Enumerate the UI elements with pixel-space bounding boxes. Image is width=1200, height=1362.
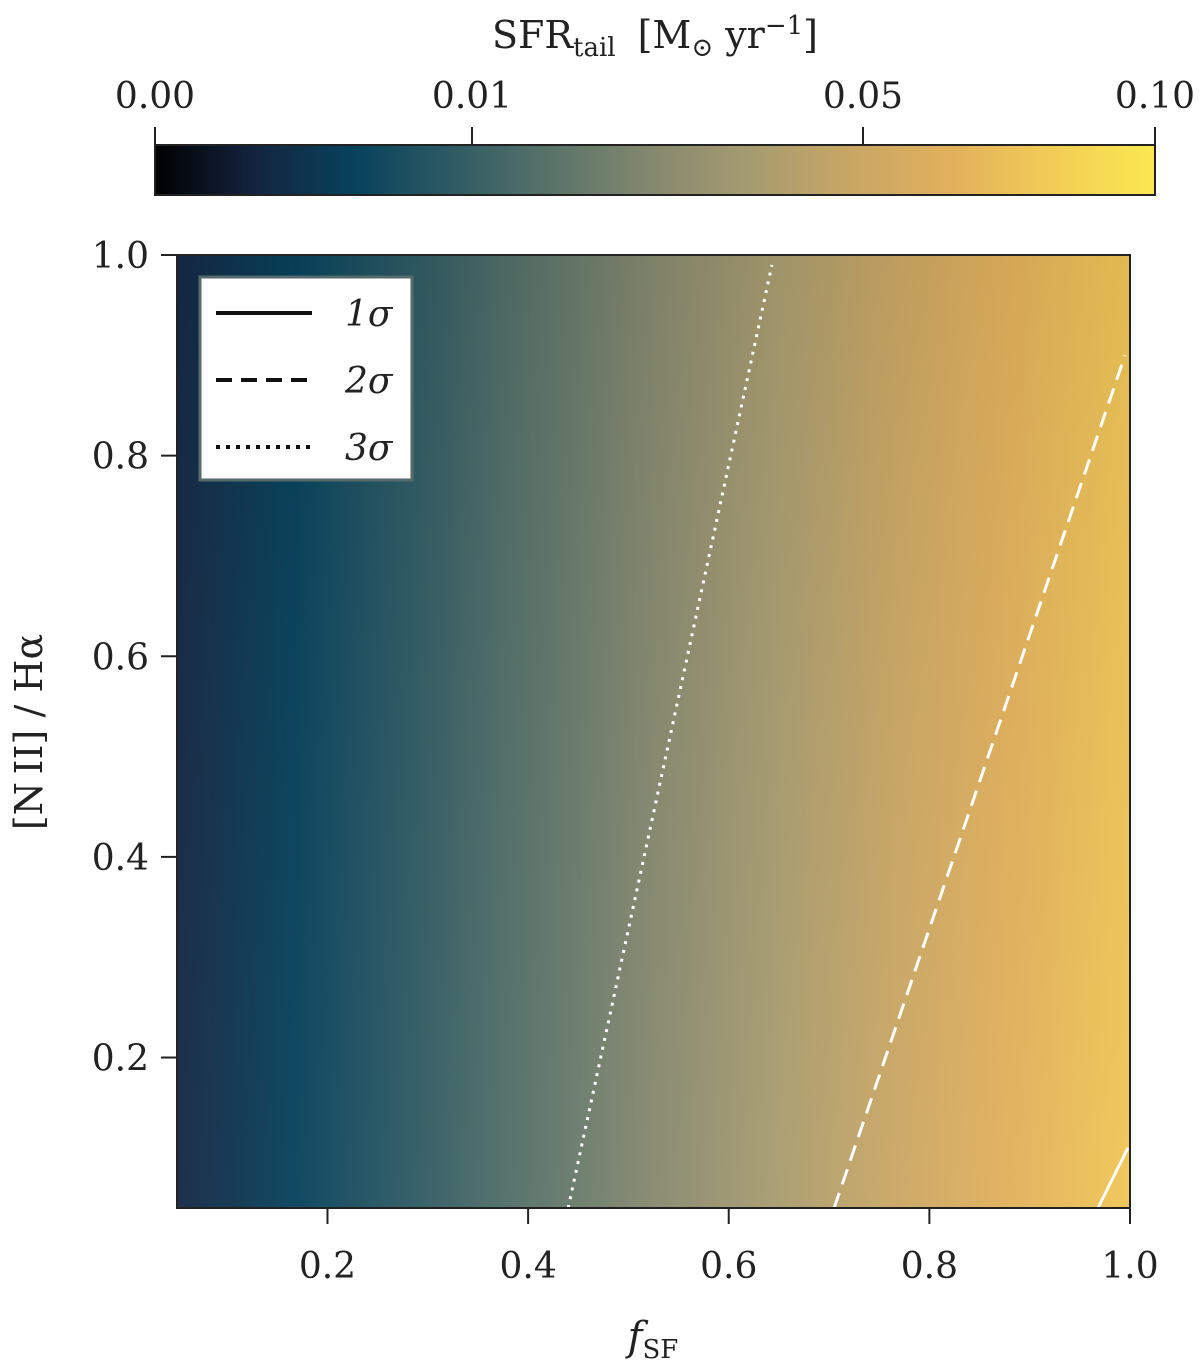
x-tick-label: 0.4 (499, 1246, 556, 1287)
legend-label: 3σ (345, 428, 394, 469)
colorbar-tick-label: 0.01 (432, 76, 512, 117)
colorbar-label-unit-open: [M (638, 13, 692, 57)
colorbar-label: SFRtail [M⊙ yr−1] (492, 11, 818, 63)
colorbar-ticks: 0.00 0.01 0.05 0.10 (115, 76, 1195, 145)
x-axis-label: fSF (625, 1314, 679, 1362)
colorbar-label-unit-sym: ⊙ (691, 33, 713, 63)
contour-lines (566, 264, 1130, 1209)
legend-label: 2σ (344, 361, 394, 402)
y-tick-label: 0.2 (92, 1039, 149, 1080)
colorbar-label-unit-close: ] (803, 13, 818, 57)
colorbar-tick-label: 0.00 (115, 76, 195, 117)
colorbar-tick-label: 0.05 (823, 76, 903, 117)
legend: 1σ 2σ 3σ (198, 275, 414, 482)
colorbar-label-unit-exp: −1 (765, 11, 803, 41)
colorbar-label-unit-yr: yr (713, 13, 766, 57)
x-tick-label: 1.0 (1101, 1246, 1158, 1287)
y-tick-label: 1.0 (92, 236, 149, 277)
y-tick-label: 0.8 (92, 437, 149, 478)
y-axis-label: [N II] / Hα (7, 634, 51, 830)
x-tick-label: 0.6 (700, 1246, 757, 1287)
x-tick-label: 0.2 (299, 1246, 356, 1287)
colorbar-tick-label: 0.10 (1115, 76, 1195, 117)
colorbar-gradient (154, 144, 1156, 196)
colorbar-label-sub: tail (573, 33, 616, 63)
colorbar: SFRtail [M⊙ yr−1] 0.00 0.01 0.05 0.10 (115, 11, 1195, 196)
y-tick-label: 0.6 (92, 637, 149, 678)
plot-frame (176, 254, 1131, 1209)
x-axis-label-sub: SF (642, 1335, 678, 1362)
colorbar-label-main: SFR (492, 13, 574, 57)
contour-2sigma (832, 354, 1127, 1209)
y-axis-ticks: 0.2 0.4 0.6 0.8 1.0 (92, 236, 177, 1080)
legend-label: 1σ (345, 294, 394, 335)
x-axis-ticks: 0.2 0.4 0.6 0.8 1.0 (299, 1208, 1159, 1287)
contour-3sigma (566, 264, 774, 1209)
y-tick-label: 0.4 (92, 838, 149, 879)
contour-1sigma (1096, 1147, 1130, 1209)
legend-entries: 1σ 2σ 3σ (216, 294, 394, 469)
x-tick-label: 0.8 (901, 1246, 958, 1287)
